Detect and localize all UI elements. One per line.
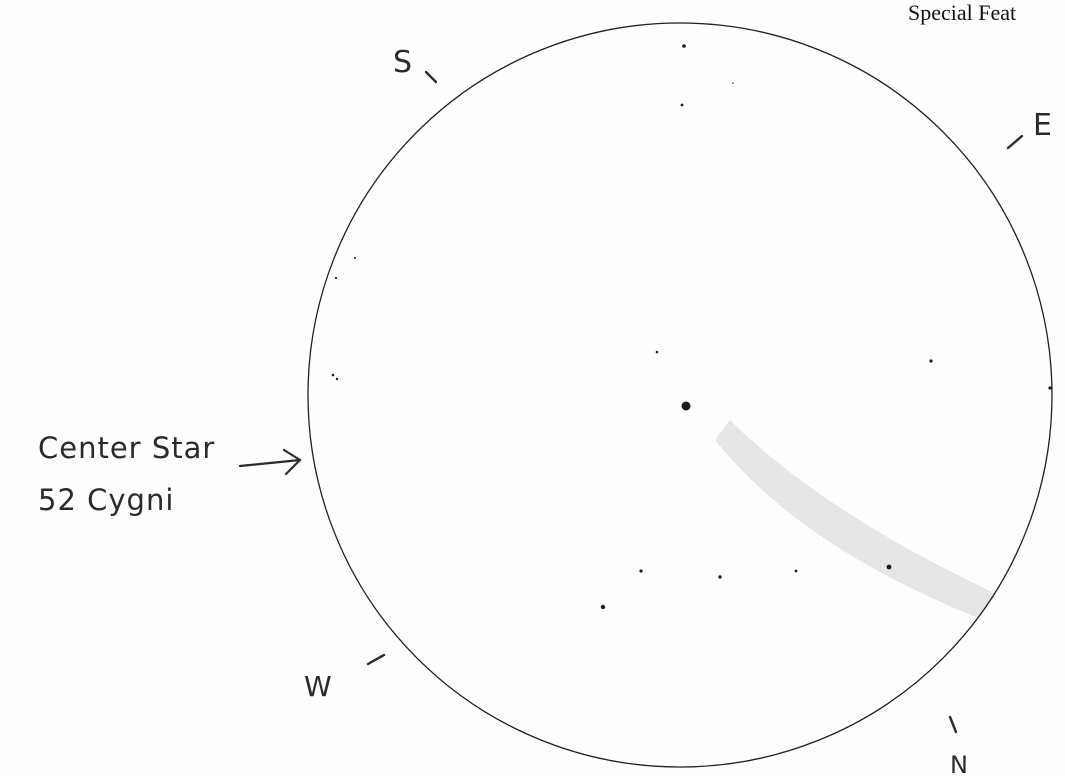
star <box>682 44 686 48</box>
star <box>732 82 734 84</box>
star <box>886 564 892 570</box>
direction-ticks <box>366 70 1024 734</box>
north-label: N <box>950 751 968 776</box>
east-tick <box>1006 134 1024 150</box>
star <box>655 350 659 354</box>
star <box>354 257 356 259</box>
star <box>335 377 339 381</box>
west-tick <box>366 653 386 666</box>
west-label: W <box>304 670 332 703</box>
star <box>929 359 933 363</box>
field-of-view-circle <box>307 22 1053 768</box>
east-label: E <box>1033 108 1052 143</box>
star <box>334 276 338 280</box>
star <box>600 604 606 610</box>
star <box>718 575 722 579</box>
south-label: S <box>393 45 412 80</box>
star <box>1048 386 1052 390</box>
star <box>680 103 684 107</box>
south-tick <box>424 70 438 84</box>
north-tick <box>948 715 958 734</box>
center-star <box>681 401 691 411</box>
annotation-line1: Center Star <box>38 431 215 465</box>
nebula-streak <box>560 70 1010 640</box>
star <box>331 373 335 377</box>
star <box>639 569 643 573</box>
annotation-arrow <box>238 448 302 476</box>
star <box>794 569 798 573</box>
annotation-line2: 52 Cygni <box>38 483 174 517</box>
star-field <box>331 44 1052 610</box>
special-feature-label: Special Feat <box>908 0 1016 25</box>
